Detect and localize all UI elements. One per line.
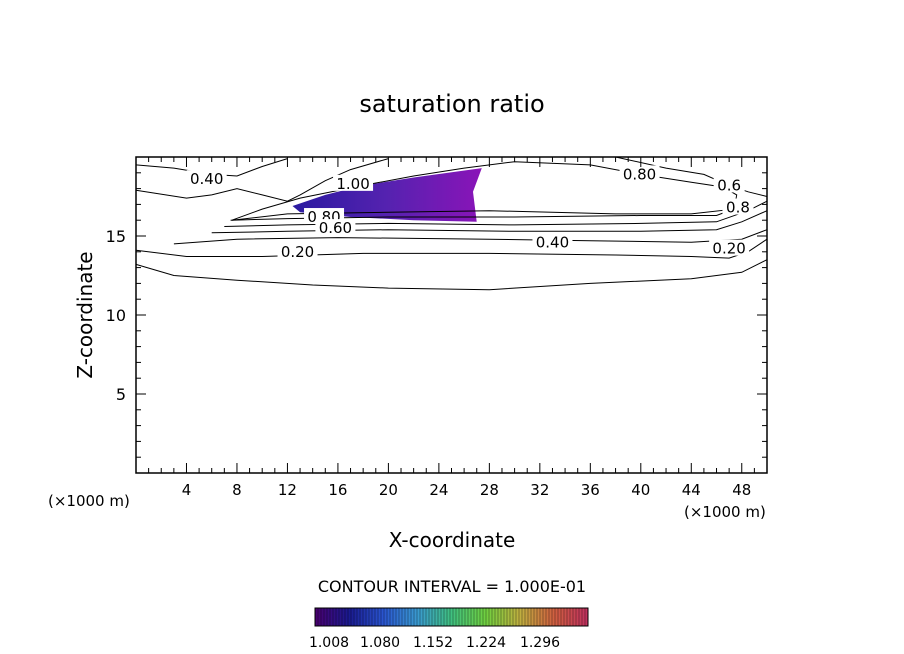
x-tick-label: 20 xyxy=(379,481,398,499)
contour-label: 0.6 xyxy=(717,176,741,194)
contour-label: 0.20 xyxy=(281,243,314,261)
contour-label: 0.20 xyxy=(712,240,745,258)
x-tick-label: 8 xyxy=(232,481,242,499)
colorbar-tick-label: 1.224 xyxy=(466,635,506,651)
contour-label-bg xyxy=(186,170,227,187)
contour-label-bg xyxy=(619,165,660,182)
x-tick-label: 28 xyxy=(480,481,499,499)
y-tick-label: 10 xyxy=(106,306,126,325)
x-unit-right: (×1000 m) xyxy=(684,503,766,521)
colorbar: 1.008 1.080 1.152 1.224 1.296 xyxy=(309,607,589,651)
colorbar-tick-label: 1.296 xyxy=(520,635,560,651)
x-tick-label: 48 xyxy=(732,481,751,499)
colorbar-tick-label: 1.152 xyxy=(413,635,453,651)
y-tick-label: 15 xyxy=(106,227,126,246)
contour-label: 0.40 xyxy=(190,170,223,188)
x-axis-ticks: 4 8 12 16 20 24 28 32 36 40 44 48 xyxy=(148,157,755,499)
contour-label: 0.8 xyxy=(726,199,750,217)
contour-label: 0.80 xyxy=(623,165,656,183)
x-tick-label: 12 xyxy=(278,481,297,499)
x-tick-label: 24 xyxy=(429,481,448,499)
x-unit-left: (×1000 m) xyxy=(48,492,130,510)
y-tick-label: 5 xyxy=(116,385,126,404)
y-axis-ticks: 5 10 15 xyxy=(106,172,767,458)
contour-label-bg xyxy=(713,176,745,193)
x-tick-label: 16 xyxy=(328,481,347,499)
contour-label: 1.00 xyxy=(336,175,369,193)
contour-line xyxy=(135,259,768,291)
contour-label-bg xyxy=(709,239,750,256)
x-tick-label: 40 xyxy=(631,481,650,499)
colorbar-gradient xyxy=(314,607,589,627)
x-tick-label: 44 xyxy=(682,481,701,499)
colorbar-tick-label: 1.008 xyxy=(309,635,349,651)
contour-line xyxy=(211,210,768,234)
contour-label: 0.40 xyxy=(536,233,569,251)
x-tick-label: 36 xyxy=(581,481,600,499)
chart-title: saturation ratio xyxy=(359,90,544,118)
contour-label-bg xyxy=(722,198,754,215)
x-axis-label: X-coordinate xyxy=(389,528,516,552)
contour-label: 0.60 xyxy=(319,219,352,237)
contour-labels: 0.40 0.801.000.800.600.400.20 0.200.60.8 xyxy=(186,165,754,261)
contour-label-bg xyxy=(333,174,374,191)
colorbar-tick-label: 1.080 xyxy=(360,635,400,651)
contour-line xyxy=(230,205,742,221)
x-tick-label: 32 xyxy=(530,481,549,499)
y-axis-label: Z-coordinate xyxy=(73,251,97,378)
contour-label-bg xyxy=(277,242,318,259)
contour-label-bg xyxy=(532,233,573,250)
x-tick-label: 4 xyxy=(182,481,192,499)
contour-interval-label: CONTOUR INTERVAL = 1.000E-01 xyxy=(318,577,586,596)
contour-label-bg xyxy=(315,219,356,236)
